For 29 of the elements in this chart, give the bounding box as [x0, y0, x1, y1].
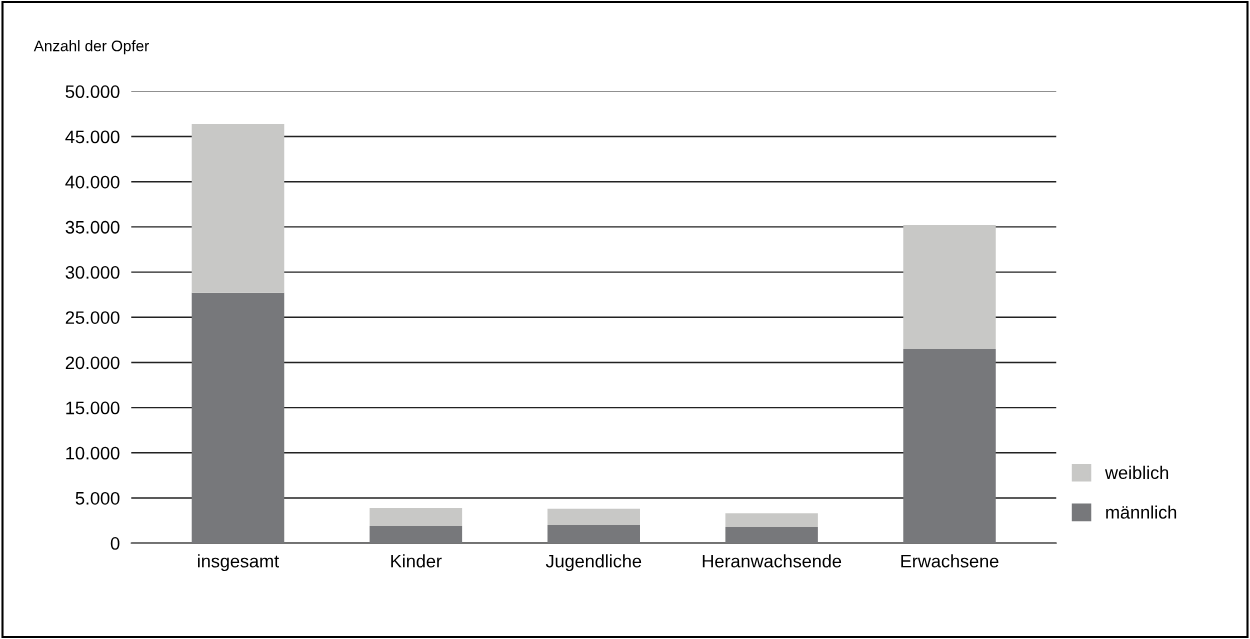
y-tick-label: 20.000: [65, 356, 120, 370]
y-tick-label: 40.000: [65, 175, 120, 189]
y-tick-label: 0: [110, 537, 120, 550]
bar: [725, 526, 818, 544]
x-tick-label: Kinder: [391, 554, 442, 568]
legend-label: männlich: [1106, 505, 1177, 519]
bar: [547, 525, 640, 544]
y-tick-label: 5.000: [75, 491, 120, 505]
bar: [191, 123, 285, 293]
bar: [547, 508, 640, 526]
bar: [903, 225, 996, 349]
bar: [369, 525, 463, 544]
x-tick-label: insgesamt: [198, 554, 279, 572]
y-tick-label: 15.000: [66, 401, 120, 415]
bar: [903, 348, 996, 544]
x-tick-label: Heranwachsende: [702, 554, 842, 568]
y-tick-label: 30.000: [65, 266, 120, 279]
y-axis-title: Anzahl der Opfer: [33, 40, 149, 55]
legend-label: weiblich: [1104, 465, 1169, 480]
y-tick-label: 10.000: [66, 446, 120, 460]
bar: [725, 513, 818, 527]
x-tick-label: Erwachsene: [901, 554, 999, 568]
y-tick-label: 45.000: [65, 130, 120, 144]
x-tick-label: Jugendliche: [545, 554, 642, 572]
bar: [191, 292, 285, 544]
y-tick-label: 50.000: [65, 85, 120, 99]
y-tick-label: 25.000: [65, 311, 120, 324]
bar: [369, 507, 463, 526]
y-tick-label: 35.000: [65, 220, 120, 234]
